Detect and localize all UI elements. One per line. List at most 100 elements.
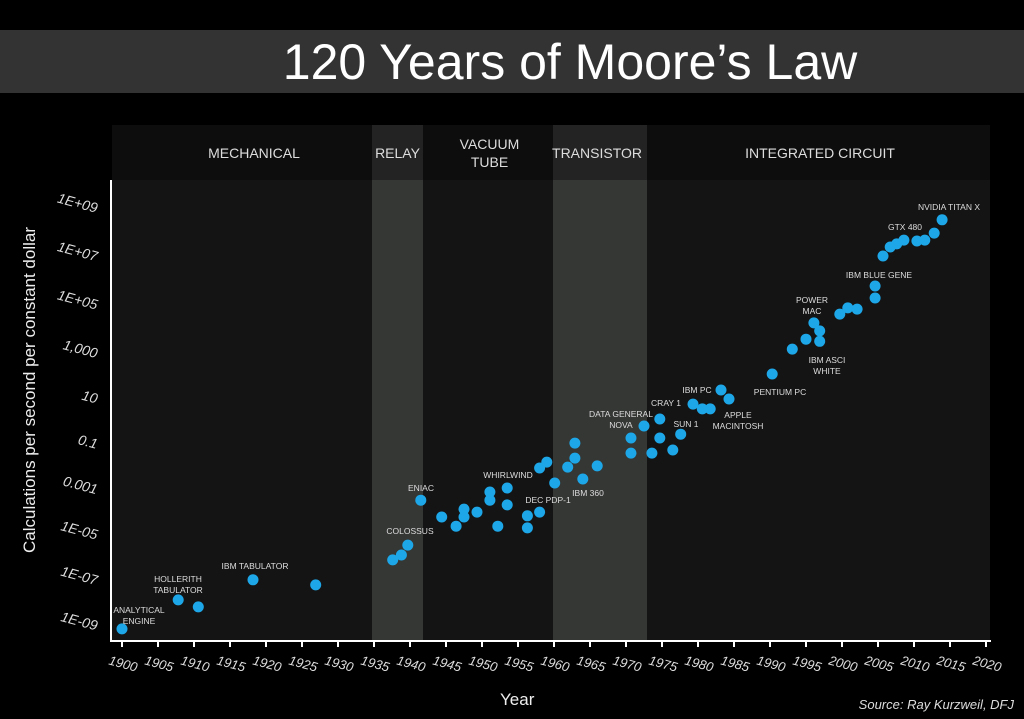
data-point	[638, 420, 650, 432]
data-point	[591, 460, 603, 472]
y-tick-label: 1E+09	[56, 190, 100, 216]
x-tick-label: 1930	[323, 653, 356, 675]
x-tick-label: 1910	[179, 653, 212, 675]
x-tick-label: 1940	[395, 653, 428, 675]
y-tick-label: 0.1	[77, 431, 100, 451]
x-tick-label: 1955	[503, 653, 536, 675]
era-label: RELAY	[375, 144, 420, 161]
data-point	[501, 482, 513, 494]
y-tick-label: 0.001	[61, 473, 99, 498]
data-point	[484, 494, 496, 506]
data-point	[458, 511, 470, 523]
point-annotation: HOLLERITH TABULATOR	[153, 574, 203, 595]
x-tick-label: 1915	[215, 653, 248, 675]
x-tick-label: 2000	[826, 652, 860, 674]
x-tick-label: 1975	[647, 653, 680, 675]
era-label: TRANSISTOR	[552, 144, 642, 161]
data-point	[569, 452, 581, 464]
x-tick-label: 1995	[791, 653, 824, 675]
x-tick-label: 2005	[862, 652, 896, 674]
source-note: Source: Ray Kurzweil, DFJ	[858, 697, 1014, 712]
point-annotation: WHIRLWIND	[483, 470, 533, 480]
data-point	[936, 214, 948, 226]
data-point	[450, 520, 462, 532]
point-annotation: POWER MAC	[795, 295, 829, 316]
data-point	[646, 447, 658, 459]
data-point	[436, 511, 448, 523]
x-tick-label: 1965	[575, 653, 608, 675]
data-point	[471, 506, 483, 518]
era-band-transistor	[553, 125, 647, 640]
point-annotation: SUN 1	[673, 419, 699, 429]
x-tick-label: 1985	[719, 653, 752, 675]
data-point	[501, 499, 513, 511]
point-annotation: ENIAC	[408, 483, 434, 493]
data-point	[928, 227, 940, 239]
point-annotation: GTX 480	[887, 222, 923, 232]
data-point	[842, 302, 854, 314]
data-point	[715, 384, 727, 396]
data-point	[415, 494, 427, 506]
x-axis-label: Year	[500, 690, 535, 709]
data-point	[521, 510, 533, 522]
data-point	[484, 486, 496, 498]
y-tick-label: 1,000	[61, 336, 99, 361]
data-point	[800, 333, 812, 345]
data-point	[569, 437, 581, 449]
data-point	[786, 343, 798, 355]
era-band-vacuum-tube	[423, 125, 553, 640]
data-point	[667, 444, 679, 456]
data-point	[247, 574, 259, 586]
x-tick-label: 1980	[683, 653, 716, 675]
y-axis-label: Calculations per second per constant dol…	[20, 226, 39, 554]
chart-title: 120 Years of Moore’s Law	[282, 34, 858, 90]
era-band-integrated-circuit	[647, 125, 990, 640]
data-point	[562, 461, 574, 473]
data-point	[814, 325, 826, 337]
era-header	[112, 125, 990, 180]
data-point	[869, 292, 881, 304]
y-tick-label: 1E+07	[56, 238, 101, 264]
era-label: MECHANICAL	[208, 144, 300, 161]
x-tick-label: 2015	[934, 652, 968, 674]
x-tick-label: 1925	[287, 653, 320, 675]
point-annotation: ANALYTICAL ENGINE	[113, 605, 165, 626]
data-point	[458, 503, 470, 515]
y-tick-label: 1E-05	[59, 517, 99, 542]
x-tick-label: 2020	[970, 652, 1004, 674]
point-annotation: DATA GENERAL NOVA	[589, 409, 653, 430]
y-tick-label: 1E-07	[59, 563, 100, 588]
data-point	[919, 234, 931, 246]
point-annotation: IBM 360	[572, 488, 604, 498]
point-annotation: DEC PDP-1	[525, 495, 571, 505]
y-tick-label: 1E+05	[56, 287, 100, 313]
data-point	[172, 594, 184, 606]
data-point	[577, 473, 589, 485]
point-annotation: CRAY 1	[651, 398, 681, 408]
x-tick-label: 1950	[467, 653, 500, 675]
era-label: INTEGRATED CIRCUIT	[745, 144, 895, 161]
x-tick-label: 1945	[431, 653, 464, 675]
point-annotation: PENTIUM PC	[753, 387, 807, 397]
point-annotation: IBM ASCI WHITE	[808, 355, 846, 376]
data-point	[402, 539, 414, 551]
data-point	[723, 393, 735, 405]
data-point	[192, 601, 204, 613]
point-annotation: APPLE MACINTOSH	[712, 410, 764, 431]
x-tick-label: 1905	[143, 653, 176, 675]
x-tick-label: 1970	[611, 653, 644, 675]
data-point	[541, 456, 553, 468]
x-tick-label: 1960	[539, 653, 572, 675]
title-bar	[0, 30, 1024, 93]
data-point	[116, 623, 128, 635]
data-point	[675, 428, 687, 440]
point-annotation: NVIDIA TITAN X	[917, 202, 981, 212]
data-point	[687, 398, 699, 410]
era-band-mechanical	[112, 125, 372, 640]
point-annotation: IBM BLUE GENE	[845, 270, 913, 280]
data-point	[521, 522, 533, 534]
data-point	[654, 413, 666, 425]
data-point	[534, 506, 546, 518]
data-point	[625, 432, 637, 444]
